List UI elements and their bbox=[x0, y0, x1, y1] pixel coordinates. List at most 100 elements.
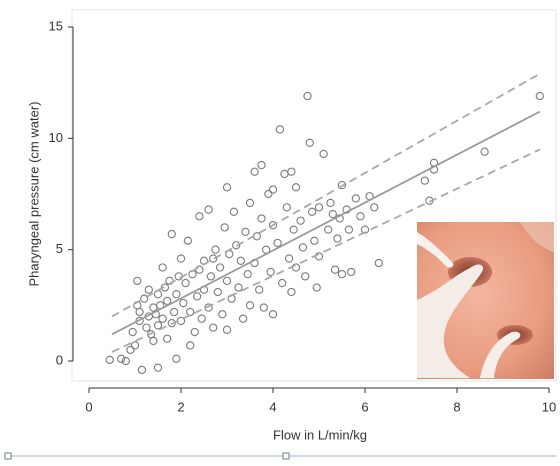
data-point bbox=[344, 225, 354, 234]
fit-line bbox=[111, 110, 541, 336]
data-point bbox=[305, 138, 314, 147]
data-point bbox=[245, 301, 255, 310]
data-point bbox=[250, 167, 259, 176]
data-point bbox=[280, 169, 289, 179]
data-point bbox=[176, 254, 186, 263]
data-point bbox=[183, 236, 193, 245]
data-point bbox=[266, 267, 275, 277]
y-tick-label: 10 bbox=[49, 130, 63, 145]
data-point bbox=[268, 310, 278, 319]
data-point bbox=[222, 325, 232, 334]
data-point bbox=[229, 207, 239, 216]
data-point bbox=[169, 307, 179, 317]
data-point bbox=[222, 183, 232, 192]
data-point bbox=[347, 267, 356, 277]
data-point bbox=[172, 290, 181, 299]
data-point bbox=[222, 276, 232, 285]
data-point bbox=[195, 265, 204, 274]
data-point bbox=[158, 314, 167, 323]
data-point bbox=[172, 354, 181, 363]
data-point bbox=[420, 176, 429, 185]
data-point bbox=[298, 243, 308, 252]
data-point bbox=[275, 125, 285, 134]
data-point bbox=[209, 254, 218, 263]
data-point bbox=[255, 285, 264, 294]
data-point bbox=[284, 254, 294, 263]
data-point bbox=[144, 285, 153, 294]
confidence-line bbox=[111, 72, 541, 318]
data-point bbox=[167, 229, 176, 239]
data-point bbox=[337, 180, 347, 190]
data-point bbox=[163, 334, 172, 343]
data-point bbox=[211, 245, 220, 254]
selection-frame bbox=[4, 452, 556, 460]
data-point bbox=[259, 303, 268, 312]
data-point bbox=[133, 276, 142, 285]
data-point bbox=[236, 256, 245, 265]
data-point bbox=[206, 272, 216, 281]
data-point bbox=[149, 336, 158, 346]
data-point bbox=[330, 265, 340, 274]
data-point bbox=[257, 214, 266, 223]
data-point bbox=[232, 241, 241, 250]
data-point bbox=[296, 216, 305, 225]
data-point bbox=[167, 318, 176, 328]
data-point bbox=[209, 323, 218, 332]
data-point bbox=[268, 185, 278, 194]
data-point bbox=[307, 207, 317, 216]
inset-photo bbox=[417, 222, 554, 379]
data-point bbox=[370, 203, 379, 212]
data-point bbox=[268, 221, 278, 230]
x-tick-label: 6 bbox=[361, 399, 368, 414]
data-point bbox=[278, 278, 287, 288]
data-point bbox=[149, 303, 158, 312]
data-point bbox=[190, 327, 199, 337]
data-point bbox=[287, 287, 296, 297]
data-point bbox=[204, 303, 213, 312]
data-point bbox=[142, 323, 151, 332]
data-point bbox=[186, 341, 195, 350]
data-point bbox=[135, 307, 144, 317]
y-tick-label: 5 bbox=[56, 241, 63, 256]
data-point bbox=[197, 314, 206, 323]
data-point bbox=[137, 365, 147, 375]
x-axis-label: Flow in L/min/kg bbox=[273, 427, 367, 442]
data-point bbox=[328, 209, 337, 219]
x-tick-label: 2 bbox=[177, 399, 184, 414]
data-point bbox=[153, 290, 163, 299]
data-point bbox=[257, 160, 266, 170]
data-point bbox=[282, 203, 291, 212]
y-axis-label: Pharyngeal pressure (cm water) bbox=[26, 102, 41, 287]
data-point bbox=[195, 212, 204, 221]
data-point bbox=[158, 263, 167, 272]
data-point bbox=[374, 258, 383, 268]
data-point bbox=[241, 227, 250, 237]
data-point bbox=[291, 183, 301, 192]
data-point bbox=[303, 91, 312, 101]
data-point bbox=[153, 321, 163, 330]
data-point bbox=[480, 147, 489, 156]
data-point bbox=[535, 91, 544, 101]
data-point bbox=[289, 225, 298, 234]
data-point bbox=[314, 203, 324, 212]
data-point bbox=[245, 198, 255, 208]
y-tick-label: 15 bbox=[49, 18, 63, 33]
data-point bbox=[287, 167, 296, 176]
data-point bbox=[140, 294, 149, 303]
data-point bbox=[213, 287, 222, 297]
data-point bbox=[181, 278, 190, 288]
data-point bbox=[121, 356, 130, 366]
data-point bbox=[356, 212, 365, 221]
confidence-line bbox=[111, 148, 541, 353]
x-tick-label: 4 bbox=[269, 399, 276, 414]
data-point bbox=[204, 205, 213, 214]
data-point bbox=[130, 341, 140, 350]
data-point bbox=[192, 292, 202, 301]
data-point bbox=[218, 310, 227, 319]
data-point bbox=[234, 283, 243, 292]
data-point bbox=[337, 270, 347, 279]
plot-frame bbox=[71, 9, 557, 382]
data-point bbox=[326, 198, 335, 208]
data-point bbox=[186, 307, 195, 317]
